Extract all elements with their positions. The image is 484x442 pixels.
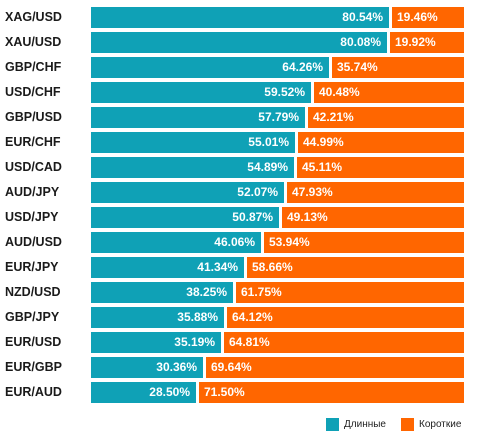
short-value-label: 40.48%: [319, 85, 360, 99]
long-value-label: 28.50%: [149, 385, 190, 399]
pair-label: USD/JPY: [5, 210, 59, 224]
short-value-label: 53.94%: [269, 235, 310, 249]
short-bar: [297, 157, 464, 178]
long-value-label: 59.52%: [264, 85, 305, 99]
short-value-label: 35.74%: [337, 60, 378, 74]
short-bar: [224, 332, 464, 353]
long-value-label: 46.06%: [214, 235, 255, 249]
short-bar: [392, 7, 464, 28]
short-value-label: 61.75%: [241, 285, 282, 299]
short-bar: [282, 207, 464, 228]
pair-label: EUR/USD: [5, 335, 62, 349]
legend-swatch-long: [326, 417, 339, 431]
long-bar: [91, 57, 329, 78]
short-value-label: 69.64%: [211, 360, 252, 374]
pair-label: NZD/USD: [5, 285, 61, 299]
short-bar: [332, 57, 464, 78]
long-bar: [91, 282, 233, 303]
short-bar: [199, 382, 464, 403]
short-value-label: 49.13%: [287, 210, 328, 224]
long-value-label: 41.34%: [197, 260, 238, 274]
long-bar: [91, 307, 224, 328]
legend-label-short: Короткие: [419, 418, 462, 430]
short-value-label: 42.21%: [313, 110, 354, 124]
pair-label: USD/CAD: [5, 160, 62, 174]
long-bar: [91, 357, 203, 378]
short-bar: [227, 307, 464, 328]
long-value-label: 50.87%: [232, 210, 273, 224]
pair-label: USD/CHF: [5, 85, 61, 99]
long-value-label: 80.08%: [340, 35, 381, 49]
short-bar: [206, 357, 464, 378]
long-bar: [91, 332, 221, 353]
short-value-label: 58.66%: [252, 260, 293, 274]
short-value-label: 19.46%: [397, 10, 438, 24]
long-bar: [91, 232, 261, 253]
long-bar: [91, 207, 279, 228]
short-bar: [247, 257, 464, 278]
long-value-label: 80.54%: [342, 10, 383, 24]
short-bar: [390, 32, 464, 53]
short-bar: [314, 82, 464, 103]
pair-label: GBP/JPY: [5, 310, 60, 324]
long-bar: [91, 107, 305, 128]
short-value-label: 44.99%: [303, 135, 344, 149]
legend-short: Короткие: [401, 417, 461, 431]
long-value-label: 30.36%: [156, 360, 197, 374]
pair-label: AUD/USD: [5, 235, 62, 249]
pair-label: AUD/JPY: [5, 185, 60, 199]
short-bar: [287, 182, 464, 203]
short-value-label: 64.12%: [232, 310, 273, 324]
long-value-label: 64.26%: [282, 60, 323, 74]
long-value-label: 57.79%: [258, 110, 299, 124]
pair-label: XAG/USD: [5, 10, 62, 24]
long-bar: [91, 182, 284, 203]
pair-label: XAU/USD: [5, 35, 62, 49]
short-value-label: 45.11%: [302, 160, 343, 174]
short-value-label: 19.92%: [395, 35, 436, 49]
pair-label: EUR/AUD: [5, 385, 62, 399]
long-bar: [91, 382, 196, 403]
long-value-label: 54.89%: [247, 160, 288, 174]
short-value-label: 47.93%: [292, 185, 333, 199]
short-bar: [298, 132, 464, 153]
long-bar: [91, 32, 387, 53]
long-value-label: 35.19%: [174, 335, 215, 349]
short-bar: [236, 282, 464, 303]
long-bar: [91, 82, 311, 103]
long-bar: [91, 157, 294, 178]
long-value-label: 55.01%: [248, 135, 289, 149]
long-value-label: 52.07%: [237, 185, 278, 199]
short-bar: [264, 232, 464, 253]
long-bar: [91, 257, 244, 278]
legend-swatch-short: [401, 417, 414, 431]
long-bar: [91, 7, 389, 28]
legend-label-long: Длинные: [344, 418, 386, 430]
long-bar: [91, 132, 295, 153]
short-value-label: 71.50%: [204, 385, 245, 399]
long-value-label: 38.25%: [186, 285, 227, 299]
long-value-label: 35.88%: [177, 310, 218, 324]
pair-label: EUR/GBP: [5, 360, 62, 374]
short-value-label: 64.81%: [229, 335, 270, 349]
pair-label: EUR/CHF: [5, 135, 61, 149]
short-bar: [308, 107, 464, 128]
pair-label: EUR/JPY: [5, 260, 59, 274]
pair-label: GBP/CHF: [5, 60, 62, 74]
legend-long: Длинные: [326, 417, 386, 431]
pair-label: GBP/USD: [5, 110, 62, 124]
